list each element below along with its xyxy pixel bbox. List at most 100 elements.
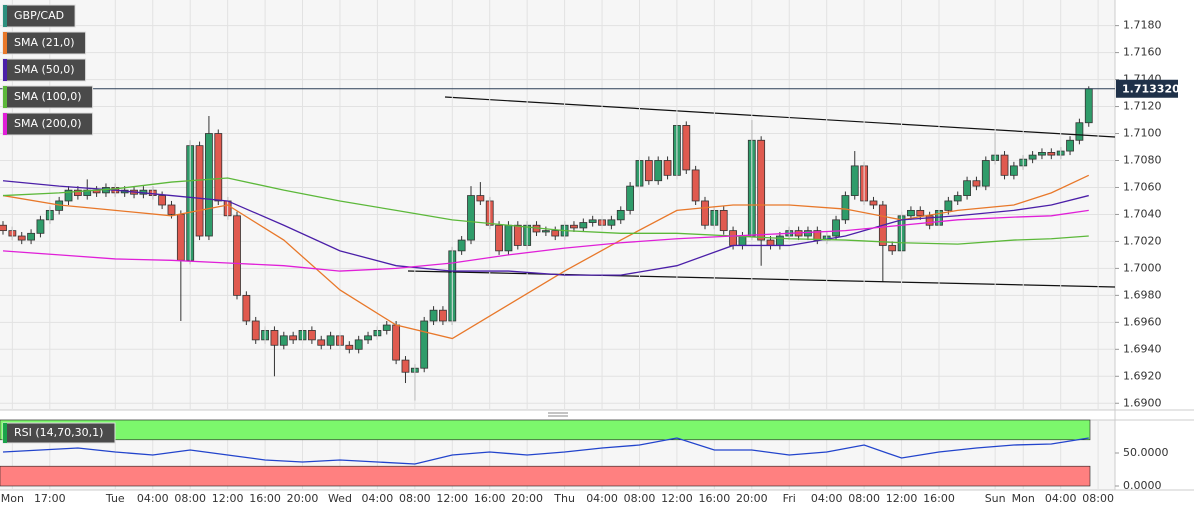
candle-body [691,169,700,202]
candle-body [757,139,766,241]
candle-body [541,230,550,233]
candle-body [953,195,962,202]
indicator-swatch [3,423,7,443]
legend-label: SMA (50,0) [14,63,75,76]
legend-swatch [3,5,7,27]
candle-body [972,180,981,187]
x-tick-label: 08:00 [848,492,880,505]
candle-body [1047,152,1056,156]
candle-body [495,224,503,252]
candle-body [233,215,241,296]
candle-body [439,309,447,322]
x-tick-label: 20:00 [511,492,543,505]
candle-body [64,189,73,202]
x-tick-label: 12:00 [661,492,693,505]
candle-body [289,335,298,341]
candle-body [214,133,223,202]
y-tick-label: 1.7180 [1123,19,1162,32]
y-tick-label: 1.7100 [1123,127,1162,140]
y-tick-label: 1.7000 [1123,261,1162,274]
candle-body [457,239,466,252]
candle-body [401,359,410,373]
y-tick-label: 1.7060 [1123,180,1162,193]
candle-body [626,185,635,211]
candle-body [570,224,578,229]
x-tick-label: Tue [105,492,125,505]
candle-body [916,209,925,217]
candles [0,25,1115,404]
legend-swatch [3,86,7,108]
candle-body [1066,139,1074,152]
sma-line [2,177,1089,245]
x-tick-label: 16:00 [699,492,731,505]
trendline [407,270,1116,288]
candle-body [205,133,213,237]
candle-body [513,224,522,246]
x-tick-label: 04:00 [362,492,394,505]
legend-swatch [3,113,7,135]
sma-line [2,174,1090,340]
x-tick-label: 08:00 [1082,492,1114,505]
y-tick-label: 1.7020 [1123,234,1162,247]
y-tick-label: 1.6900 [1123,396,1162,409]
candle-body [317,339,326,346]
candle-body [1009,165,1018,176]
candle-body [429,309,438,322]
candle-body [307,330,316,341]
candle-body [841,195,850,221]
candle-body [925,215,934,226]
candle-body [27,232,35,241]
candle-body [83,189,92,196]
current-price-label: 1.713320 [1122,83,1180,96]
x-tick-label: Mon [1,492,24,505]
trendline [444,96,1116,138]
candle-body [354,339,363,350]
current-price-box [1116,79,1178,98]
x-tick-label: 04:00 [811,492,843,505]
candle-body [1000,154,1009,176]
x-tick-label: Thu [553,492,575,505]
candle-body [0,224,7,232]
legend-label: SMA (21,0) [14,36,75,49]
candle-body [176,214,185,261]
candle-body [73,189,82,196]
candle-body [654,160,663,182]
x-tick-label: Sun [985,492,1006,505]
x-tick-label: 20:00 [287,492,319,505]
y-tick-label: 1.7160 [1123,46,1162,59]
candle-body [813,230,822,241]
candle-body [775,235,784,246]
sma-line [2,209,1089,272]
x-tick-label: 16:00 [474,492,506,505]
candle-body [36,219,45,234]
candle-body [907,209,915,217]
y-tick-label: 1.7040 [1123,207,1162,220]
candle-body [364,335,372,341]
candle-body [888,245,897,252]
pane-handle[interactable] [548,412,568,417]
candle-body [420,320,429,369]
candle-body [1038,152,1046,156]
y-tick-label: 1.6960 [1123,315,1162,328]
rsi-band [0,419,1091,441]
rsi-line [2,437,1089,465]
candle-body [195,145,204,237]
candle-body [467,195,475,241]
candle-body [588,219,597,223]
x-tick-label: 16:00 [923,492,955,505]
candle-body [644,160,653,182]
x-tick-label: 20:00 [736,492,768,505]
candle-body [251,320,260,341]
candle-body [17,235,26,241]
x-tick-label: 04:00 [137,492,169,505]
y-tick-label: 50.0000 [1123,446,1169,459]
x-tick-label: 12:00 [212,492,244,505]
x-tick-label: 12:00 [886,492,918,505]
candle-body [1084,88,1093,124]
y-tick-label: 1.6940 [1123,342,1162,355]
candle-body [766,239,775,246]
candle-body [869,200,878,206]
x-tick-label: Fri [783,492,796,505]
candle-body [832,219,840,237]
